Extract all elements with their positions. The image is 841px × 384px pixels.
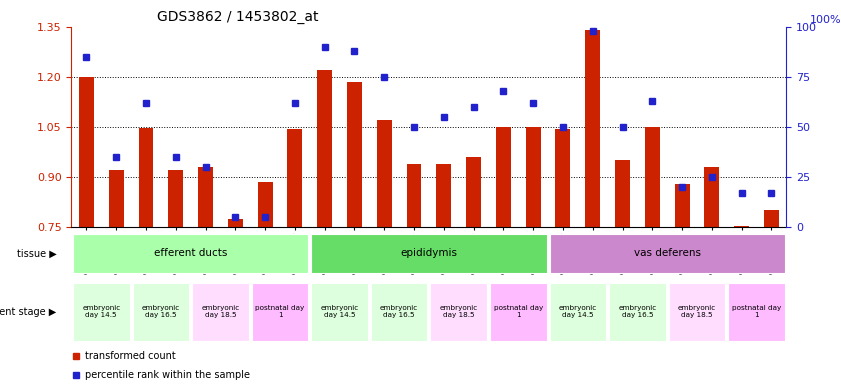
Bar bbox=[549, 233, 785, 273]
Text: embryonic
day 16.5: embryonic day 16.5 bbox=[380, 305, 418, 318]
Bar bbox=[79, 77, 94, 227]
Bar bbox=[371, 283, 427, 341]
Bar bbox=[192, 283, 249, 341]
Bar bbox=[728, 283, 785, 341]
Bar bbox=[526, 127, 541, 227]
Bar bbox=[436, 164, 452, 227]
Bar bbox=[311, 233, 547, 273]
Bar bbox=[168, 170, 183, 227]
Bar bbox=[198, 167, 213, 227]
Text: embryonic
day 18.5: embryonic day 18.5 bbox=[201, 305, 240, 318]
Text: postnatal day
1: postnatal day 1 bbox=[732, 305, 781, 318]
Bar bbox=[615, 161, 630, 227]
Text: embryonic
day 18.5: embryonic day 18.5 bbox=[440, 305, 478, 318]
Bar bbox=[764, 210, 779, 227]
Bar bbox=[490, 283, 547, 341]
Bar bbox=[288, 129, 302, 227]
Y-axis label: 100%: 100% bbox=[810, 15, 841, 25]
Bar bbox=[311, 283, 368, 341]
Bar bbox=[347, 82, 362, 227]
Bar bbox=[251, 283, 309, 341]
Bar bbox=[73, 283, 130, 341]
Bar bbox=[556, 129, 570, 227]
Text: embryonic
day 14.5: embryonic day 14.5 bbox=[82, 305, 120, 318]
Text: embryonic
day 14.5: embryonic day 14.5 bbox=[320, 305, 358, 318]
Text: vas deferens: vas deferens bbox=[633, 248, 701, 258]
Bar bbox=[377, 120, 392, 227]
Bar bbox=[139, 128, 153, 227]
Bar bbox=[466, 157, 481, 227]
Bar bbox=[496, 127, 510, 227]
Text: postnatal day
1: postnatal day 1 bbox=[256, 305, 304, 318]
Bar bbox=[257, 182, 272, 227]
Text: embryonic
day 14.5: embryonic day 14.5 bbox=[558, 305, 597, 318]
Text: percentile rank within the sample: percentile rank within the sample bbox=[85, 370, 250, 381]
Bar bbox=[431, 283, 487, 341]
Text: development stage ▶: development stage ▶ bbox=[0, 307, 56, 317]
Text: embryonic
day 16.5: embryonic day 16.5 bbox=[142, 305, 180, 318]
Bar bbox=[645, 127, 659, 227]
Text: tissue ▶: tissue ▶ bbox=[17, 248, 56, 258]
Text: epididymis: epididymis bbox=[400, 248, 458, 258]
Bar bbox=[228, 219, 243, 227]
Bar bbox=[406, 164, 421, 227]
Text: embryonic
day 16.5: embryonic day 16.5 bbox=[618, 305, 657, 318]
Text: efferent ducts: efferent ducts bbox=[154, 248, 227, 258]
Bar bbox=[609, 283, 666, 341]
Bar bbox=[734, 225, 749, 227]
Text: transformed count: transformed count bbox=[85, 351, 176, 361]
Bar bbox=[108, 170, 124, 227]
Bar bbox=[317, 70, 332, 227]
Bar bbox=[674, 184, 690, 227]
Bar bbox=[585, 30, 600, 227]
Text: embryonic
day 18.5: embryonic day 18.5 bbox=[678, 305, 716, 318]
Bar bbox=[73, 233, 309, 273]
Text: postnatal day
1: postnatal day 1 bbox=[494, 305, 543, 318]
Bar bbox=[133, 283, 189, 341]
Text: GDS3862 / 1453802_at: GDS3862 / 1453802_at bbox=[157, 10, 319, 25]
Bar bbox=[549, 283, 606, 341]
Bar bbox=[669, 283, 725, 341]
Bar bbox=[705, 167, 719, 227]
